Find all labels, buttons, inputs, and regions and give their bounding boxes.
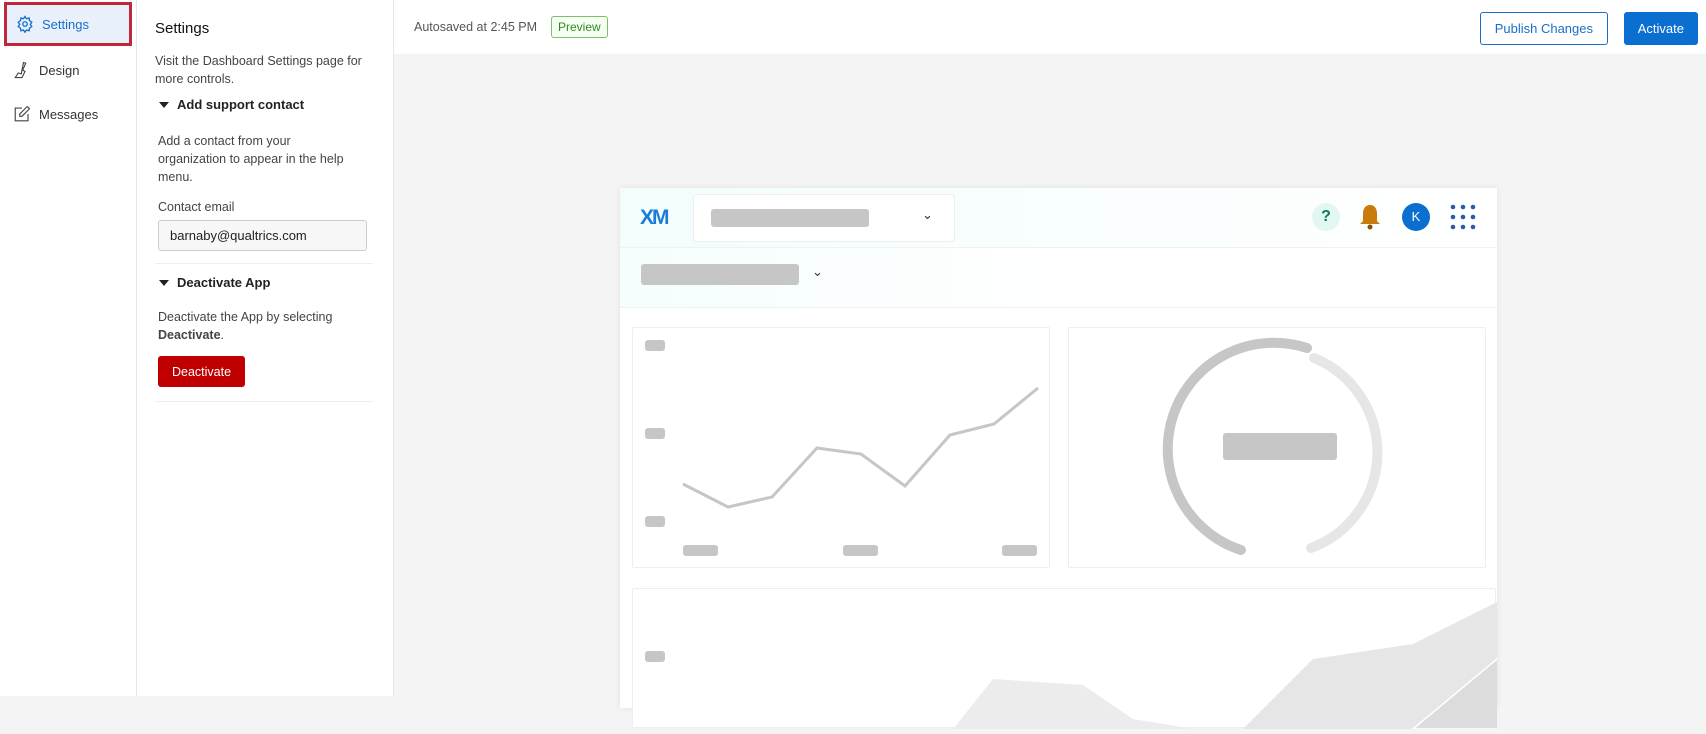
deactivate-desc: Deactivate the App by selecting Deactiva… <box>158 310 333 342</box>
brush-icon <box>14 61 27 79</box>
gauge-placeholder <box>1162 337 1383 555</box>
deactivate-button[interactable]: Deactivate <box>158 356 246 387</box>
deactivate-section-toggle[interactable]: Deactivate App <box>159 274 375 292</box>
filter-row: ⌄ <box>620 248 1497 308</box>
help-icon[interactable]: ? <box>1312 203 1340 231</box>
divider <box>155 401 373 402</box>
gauge-widget <box>1068 327 1486 568</box>
chevron-down-icon[interactable]: ⌄ <box>812 264 823 279</box>
support-desc: Add a contact from your organization to … <box>158 134 344 184</box>
panel-intro: Visit the Dashboard Settings page for mo… <box>155 54 362 86</box>
nav-label: Messages <box>39 106 99 122</box>
project-dropdown[interactable]: ⌄ <box>693 194 955 242</box>
nav-item-settings[interactable]: Settings <box>4 2 132 46</box>
top-bar: Autosaved at 2:45 PM Preview Publish Cha… <box>394 0 1706 54</box>
nav-item-messages[interactable]: Messages <box>4 94 132 134</box>
line-chart-placeholder <box>645 340 1039 556</box>
xm-logo: XM <box>640 206 669 229</box>
line-chart-widget <box>632 327 1050 568</box>
bell-icon[interactable] <box>1357 203 1383 231</box>
divider <box>155 263 373 264</box>
contact-email-input[interactable] <box>158 220 367 251</box>
activate-button[interactable]: Activate <box>1623 12 1698 45</box>
support-section-toggle[interactable]: Add support contact <box>159 96 375 114</box>
chevron-down-icon: ⌄ <box>922 207 933 222</box>
avatar[interactable]: K <box>1402 203 1430 231</box>
app-preview: XM ⌄ ? K ⌄ <box>620 188 1504 730</box>
caret-down-icon <box>159 280 169 286</box>
section-heading: Deactivate App <box>177 275 271 290</box>
email-label: Contact email <box>158 200 235 214</box>
area-chart-placeholder <box>645 599 1504 730</box>
nav-label: Design <box>39 62 80 78</box>
preview-header: XM ⌄ ? K <box>620 188 1497 248</box>
edit-icon <box>14 105 31 122</box>
preview-badge: Preview <box>551 16 608 38</box>
nav-item-design[interactable]: Design <box>4 50 132 90</box>
panel-title: Settings <box>155 20 210 37</box>
settings-panel: Settings Visit the Dashboard Settings pa… <box>137 0 394 696</box>
section-heading: Add support contact <box>177 97 305 112</box>
caret-down-icon <box>159 102 169 108</box>
autosave-status: Autosaved at 2:45 PM <box>414 20 537 34</box>
area-chart-widget <box>632 588 1504 730</box>
app-grid-icon[interactable] <box>1450 204 1476 230</box>
gear-icon <box>17 15 33 33</box>
publish-changes-button[interactable]: Publish Changes <box>1479 12 1608 45</box>
side-nav: Settings Design Messages <box>0 0 137 696</box>
nav-label: Settings <box>42 16 89 32</box>
